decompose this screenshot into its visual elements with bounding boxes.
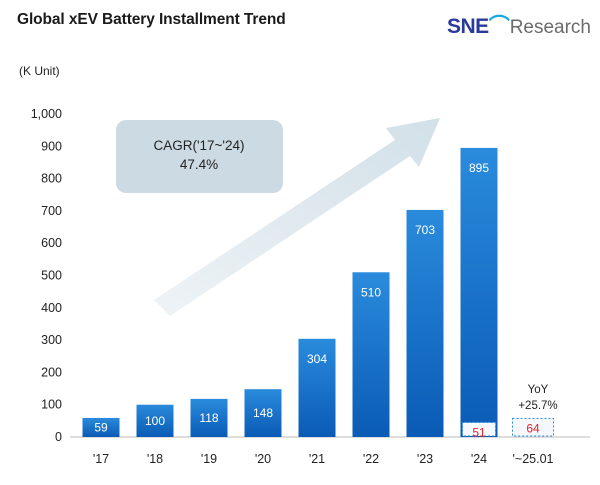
bar-value-label: 703 [415,223,435,237]
y-tick-label: 500 [41,269,62,283]
bar-value-label: 100 [145,414,165,428]
x-tick-label: '~25.01 [513,452,554,466]
y-tick-label: 600 [41,236,62,250]
bar-value-label: 895 [469,161,489,175]
chart-title: Global xEV Battery Installment Trend [17,11,286,28]
bar-group: 59 100 118 148 304 510 703 895 51 64 [82,147,554,440]
logo-sne-text: SNE [447,15,489,38]
bar-value-label: 510 [361,285,381,299]
x-tick-label: '22 [363,452,379,466]
x-tick-label: '20 [255,452,271,466]
x-tick-label: '17 [93,452,109,466]
growth-arrow [154,118,440,316]
y-tick-label: 100 [41,398,62,412]
logo-research-text: Research [509,17,592,38]
bar-value-label: 59 [94,420,108,434]
y-tick-label: 1,000 [31,107,62,121]
bar-value-label: 148 [253,406,273,420]
sne-research-logo: SNE⌒Research [447,10,591,40]
y-axis: 0 100 200 300 400 500 600 700 800 900 1,000 [31,107,62,444]
jan-value-label: 64 [526,421,540,435]
x-tick-label: '18 [147,452,163,466]
y-tick-label: 400 [41,301,62,315]
cagr-value: 47.4% [180,157,218,172]
y-tick-label: 0 [55,430,62,444]
bar [244,389,282,437]
jan-value-box [512,417,554,437]
y-axis-unit-label: (K Unit) [19,64,60,78]
cagr-label: CAGR('17~'24) [153,138,244,153]
x-tick-label: '23 [417,452,433,466]
x-tick-label: '19 [201,452,217,466]
x-tick-label: '21 [309,452,325,466]
y-tick-label: 800 [41,172,62,186]
bar [460,147,498,438]
x-tick-label: '24 [471,452,487,466]
bar-value-label: 304 [307,352,327,366]
bar [298,338,336,437]
x-tick-labels: '17 '18 '19 '20 '21 '22 '23 '24 '~25.01 [93,452,554,466]
y-tick-label: 300 [41,333,62,347]
bar [406,209,444,437]
jan-value-label: 51 [472,426,486,440]
bar-value-label: 118 [199,411,218,425]
logo-swoosh-icon: ⌒ [488,15,510,38]
yoy-label: YoY [528,384,549,396]
cagr-callout-box [116,120,283,193]
y-tick-label: 900 [41,139,62,153]
y-tick-label: 700 [41,204,62,218]
bar [136,404,174,437]
bar [82,417,120,437]
jan-value-box [462,422,496,437]
bar [190,398,228,437]
bar [352,272,390,437]
y-tick-label: 200 [41,365,62,379]
yoy-value: +25.7% [518,400,557,412]
